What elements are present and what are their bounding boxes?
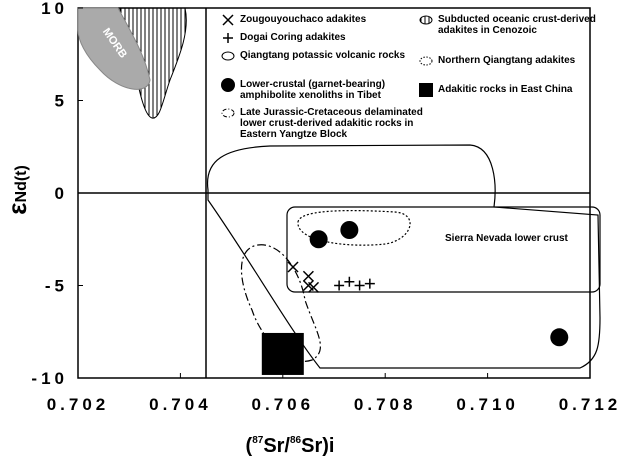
y-label-part: ε bbox=[2, 202, 32, 214]
legend-swatch bbox=[221, 51, 235, 61]
plot-layer: 0.702 0.704 0.706 0.708 0.710 0.712 -10 -5 0 5 10 bbox=[31, 0, 622, 414]
marker bbox=[419, 83, 433, 97]
x-label-part: ( bbox=[246, 435, 253, 457]
marker bbox=[364, 278, 375, 289]
legend-label: Adakitic rocks in East China bbox=[438, 84, 573, 95]
qiangtang-field bbox=[206, 144, 601, 369]
marker bbox=[222, 14, 234, 26]
x-tick-label: 0.708 bbox=[354, 395, 417, 414]
marker bbox=[344, 276, 355, 287]
marker bbox=[307, 281, 320, 293]
legend-label: Late Jurassic-Cretaceous delaminated low… bbox=[240, 107, 423, 140]
legend-label: Qiangtang potassic volcanic rocks bbox=[240, 50, 406, 61]
legend-swatch bbox=[419, 15, 433, 25]
marker bbox=[550, 328, 569, 347]
y-tick-label: -5 bbox=[45, 277, 68, 296]
marker bbox=[340, 221, 359, 239]
x-tick-label: 0.712 bbox=[559, 395, 622, 414]
x-tick-label: 0.706 bbox=[252, 395, 315, 414]
x-tick-label: 0.702 bbox=[47, 395, 110, 414]
marker bbox=[261, 332, 304, 375]
marker bbox=[334, 280, 345, 291]
x-label-sup: 86 bbox=[290, 435, 302, 446]
marker bbox=[309, 230, 328, 249]
y-label-part: Nd(t) bbox=[13, 165, 30, 202]
x-label-part: Sr/ bbox=[263, 435, 290, 457]
marker bbox=[223, 33, 233, 43]
x-tick-label: 0.710 bbox=[456, 395, 519, 414]
marker bbox=[221, 78, 235, 92]
legend-label: Zougouyouchaco adakites bbox=[240, 14, 367, 25]
legend-swatch bbox=[221, 108, 235, 118]
legend-label: Dogai Coring adakites bbox=[240, 32, 346, 43]
legend-swatch bbox=[419, 56, 433, 66]
x-tick-label: 0.704 bbox=[149, 395, 212, 414]
y-tick-label: -10 bbox=[31, 369, 68, 388]
y-axis-label: εNd(t) bbox=[2, 165, 32, 215]
marker bbox=[287, 261, 299, 273]
yangtze-field bbox=[240, 244, 322, 362]
y-tick-label: 10 bbox=[41, 0, 68, 18]
marker bbox=[302, 270, 314, 282]
marker bbox=[354, 280, 365, 291]
y-tick-label: 0 bbox=[55, 184, 68, 203]
legend-label: Subducted oceanic crust-derived adakites… bbox=[438, 14, 596, 36]
y-tick-label: 5 bbox=[55, 92, 68, 111]
x-label-sup: 87 bbox=[252, 435, 264, 446]
legend-label: Northern Qiangtang adakites bbox=[438, 55, 576, 66]
morb-field bbox=[77, 7, 151, 90]
legend-label: Lower-crustal (garnet-bearing) amphiboli… bbox=[240, 79, 386, 101]
x-label-part: Sr)i bbox=[301, 435, 334, 457]
sierra-nevada-field bbox=[286, 206, 601, 293]
x-axis-label: (87Sr/86Sr)i bbox=[246, 435, 335, 457]
annotation: Sierra Nevada lower crust bbox=[445, 233, 569, 244]
